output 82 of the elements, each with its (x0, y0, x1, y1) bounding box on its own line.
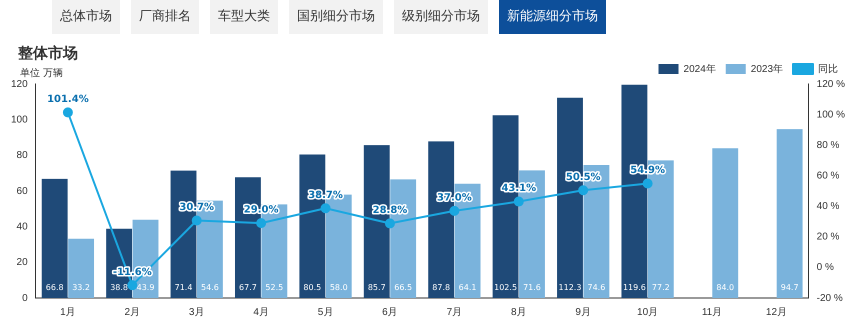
data-label: -11.6% (112, 266, 152, 278)
data-label: 94.7 (780, 283, 799, 292)
legend-label: 2023年 (750, 62, 784, 75)
point (192, 216, 202, 226)
bar (776, 129, 803, 298)
text: 新能源细分市场 (499, 0, 606, 34)
point (642, 178, 653, 189)
data-label: 64.1 (458, 283, 476, 292)
bar (712, 148, 738, 298)
data-label: 84.0 (716, 283, 734, 292)
data-label: 102.5 (494, 283, 518, 292)
point (62, 107, 73, 118)
x-tick-label: 1月 (60, 306, 76, 318)
bar (68, 238, 94, 298)
data-label: 85.7 (368, 283, 386, 292)
data-label: 71.4 (174, 283, 192, 292)
data-label: 54.6 (201, 283, 219, 292)
point (127, 280, 138, 290)
x-tick-label: 9月 (575, 306, 591, 318)
x-tick-label: 11月 (702, 306, 722, 318)
text: 车型大类 (210, 0, 278, 34)
data-label: 50.5% (566, 172, 601, 183)
data-label: 38.7% (308, 190, 343, 201)
data-label: 58.0 (330, 283, 348, 292)
y2-tick-label: 20 % (816, 232, 840, 243)
y-tick-label: 20 (16, 257, 28, 268)
point (578, 185, 588, 196)
point (449, 206, 460, 216)
data-label: 74.6 (587, 283, 606, 292)
y2-tick-label: 40 % (816, 201, 840, 212)
text: 厂商排名 (131, 0, 199, 34)
data-label: 33.2 (72, 283, 90, 292)
data-label: 43.1% (501, 183, 536, 194)
x-tick-label: 6月 (382, 306, 398, 318)
x-tick-label: 5月 (318, 306, 334, 318)
data-label: 71.6 (523, 283, 541, 292)
data-label: 29.0% (244, 204, 278, 216)
y2-tick-label: 60 % (816, 170, 840, 182)
data-label: 37.0% (437, 192, 472, 204)
legend-label: 2024年 (684, 62, 716, 75)
data-label: 38.8 (110, 283, 128, 292)
data-label: 66.5 (394, 283, 412, 292)
y-tick-label: 120 (10, 78, 28, 90)
data-label: 67.7 (239, 283, 257, 292)
text: 总体市场 (52, 0, 120, 34)
point (320, 203, 331, 214)
y-tick-label: 100 (10, 114, 28, 126)
data-label: 66.8 (46, 283, 64, 292)
bar (42, 178, 68, 298)
y2-tick-label: 0 % (816, 262, 834, 274)
x-tick-label: 3月 (188, 306, 204, 318)
data-label: 101.4% (47, 94, 89, 106)
x-tick-label: 4月 (253, 306, 269, 318)
x-tick-label: 8月 (511, 306, 527, 318)
text: 国别细分市场 (289, 0, 383, 34)
point (256, 218, 266, 228)
data-label: 112.3 (558, 283, 582, 292)
legend-label: 同比 (818, 62, 838, 75)
data-label: 77.2 (652, 283, 670, 292)
data-label: 80.5 (303, 283, 322, 292)
y-tick-label: 60 (16, 186, 28, 197)
data-label: 43.9 (136, 283, 154, 292)
point (514, 196, 524, 207)
data-label: 87.8 (432, 283, 450, 292)
x-tick-label: 10月 (637, 306, 658, 318)
y2-tick-label: 100 % (816, 109, 846, 120)
y-tick-label: 0 (22, 292, 28, 304)
chart-subtitle: 单位 万辆 (20, 66, 64, 80)
data-label: 52.5 (265, 283, 284, 292)
y2-tick-label: -20 % (816, 292, 843, 304)
y2-tick-label: 80 % (816, 140, 840, 151)
point (384, 218, 395, 228)
x-tick-label: 7月 (446, 306, 462, 318)
chart-title: 整体市场 (18, 44, 78, 63)
y-tick-label: 40 (16, 221, 28, 232)
text: 级别细分市场 (394, 0, 488, 34)
x-tick-label: 2月 (124, 306, 140, 318)
x-tick-label: 12月 (766, 306, 787, 318)
data-label: 119.6 (622, 283, 646, 292)
y2-tick-label: 120 % (816, 78, 846, 90)
data-label: 30.7% (179, 202, 214, 214)
y-tick-label: 80 (16, 150, 28, 162)
